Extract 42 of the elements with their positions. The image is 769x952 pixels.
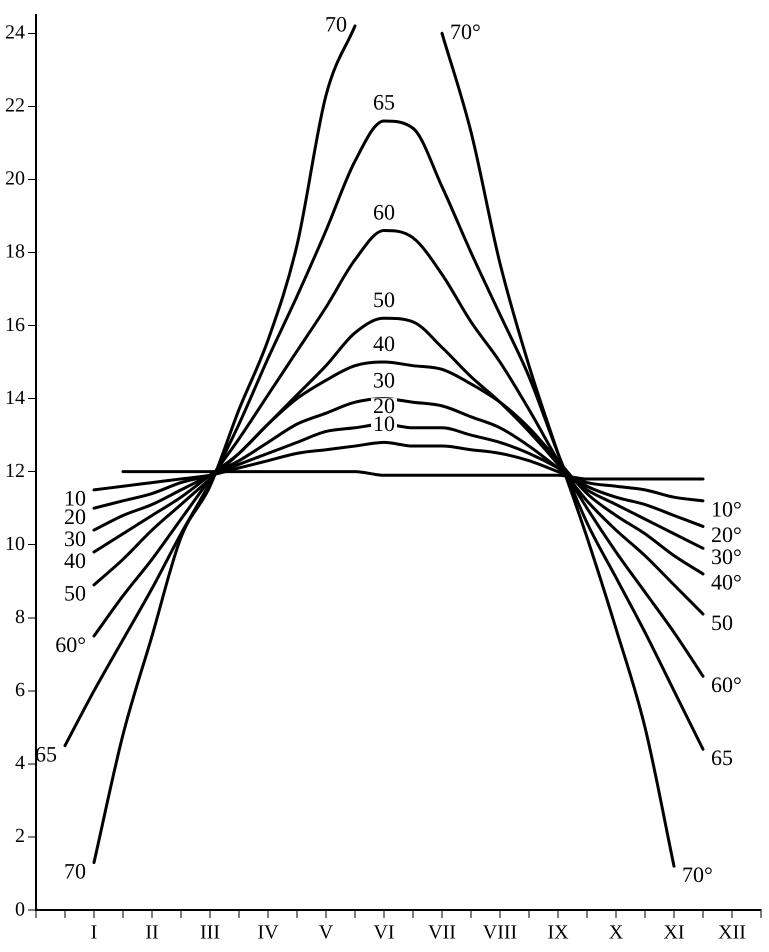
y-tick-label: 24 (5, 22, 25, 44)
series-label: 40° (710, 570, 742, 595)
y-tick-label: 20 (5, 168, 25, 190)
y-tick-label: 14 (5, 386, 25, 409)
series-label: 50 (373, 286, 395, 312)
annotation: 30 (373, 367, 395, 392)
x-tick-label: V (318, 921, 334, 944)
y-tick-label: 12 (5, 460, 25, 482)
y-tick-label: 4 (15, 752, 25, 774)
y-tick-label: 22 (5, 94, 25, 117)
series-label: 70° (682, 862, 713, 887)
annotation: 60 (373, 199, 395, 224)
x-tick-label: IV (257, 921, 280, 944)
y-tick-label: 16 (5, 314, 25, 336)
series-label: 65 (373, 90, 395, 115)
series-label: 70 (325, 12, 347, 37)
x-tick-label: VI (373, 921, 395, 944)
annotation: 65 (711, 745, 733, 770)
x-tick-label: VIII (482, 921, 518, 944)
y-tick-label: 8 (15, 606, 25, 628)
y-tick-label: 0 (15, 898, 25, 920)
x-tick-label: IX (547, 921, 570, 944)
x-tick-label: II (145, 921, 159, 944)
x-tick-label: III (200, 921, 220, 944)
x-tick-label: I (90, 921, 98, 944)
x-tick-label: XII (718, 921, 746, 944)
x-tick-label: X (608, 921, 624, 944)
y-tick-label: 10 (5, 532, 25, 555)
annotation: 60° (55, 632, 86, 657)
series-label: 60° (710, 672, 742, 697)
y-tick-label: 2 (15, 825, 25, 848)
annotation: 50 (711, 610, 733, 635)
annotation: 20 (373, 392, 395, 418)
x-tick-label: XI (663, 921, 685, 944)
y-tick-label: 6 (15, 679, 25, 702)
annotation: 40 (373, 330, 395, 356)
annotation: 50 (64, 580, 86, 606)
x-tick-label: VII (428, 921, 456, 944)
y-tick-label: 18 (5, 240, 25, 263)
annotation: 70° (450, 19, 481, 44)
series-label: 10° (710, 496, 742, 522)
annotation: 70 (64, 858, 86, 884)
